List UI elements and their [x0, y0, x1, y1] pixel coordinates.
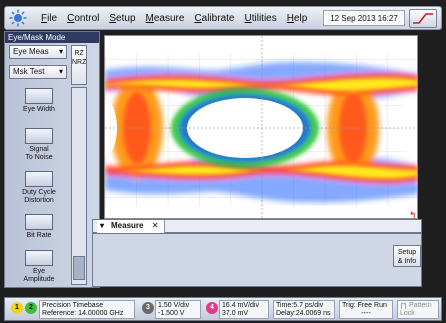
trigger-line-2: ---- — [361, 310, 371, 317]
eye-meas-label: Eye Meas — [13, 47, 49, 56]
channel-2-badge[interactable]: 2 — [25, 302, 37, 314]
mode-title: Eye/Mask Mode — [5, 32, 99, 43]
channel-4-badge[interactable]: 4 — [206, 302, 218, 314]
channel-3-line-1: 1.50 V/div — [158, 302, 190, 309]
setup-info-button[interactable]: Setup & Info — [393, 245, 421, 267]
scope-waveform-icon[interactable] — [409, 9, 437, 28]
duty-cycle-label-1: Duty Cycle — [22, 189, 56, 196]
bit-rate-icon — [25, 214, 53, 230]
trigger-box[interactable]: Trig: Free Run ---- — [339, 300, 393, 319]
duty-cycle-label-2: Distortion — [24, 197, 54, 204]
channel-3-scale-box[interactable]: 1.50 V/div -1.500 V — [155, 300, 201, 319]
timebase-box[interactable]: Precision Timebase Reference: 14.00000 G… — [39, 300, 135, 319]
menu-file[interactable]: File — [41, 12, 58, 24]
eye-diagram-plot: ↰ — [105, 36, 417, 219]
menu-calibrate[interactable]: Calibrate — [194, 12, 235, 24]
nrz-label: NRZ — [72, 59, 87, 66]
signal-to-noise-label-1: Signal — [29, 146, 49, 153]
setup-info-label-1: Setup — [397, 249, 417, 256]
eye-diagram-display[interactable]: ↰ — [104, 35, 418, 219]
dropdown-arrow-icon: ▾ — [58, 67, 63, 76]
menu-help[interactable]: Help — [286, 12, 308, 24]
measurement-scrollbar[interactable] — [71, 87, 87, 285]
close-icon[interactable]: ✕ — [151, 221, 159, 230]
menu-utilities[interactable]: Utilities — [244, 12, 277, 24]
menu-setup[interactable]: Setup — [109, 12, 136, 24]
channel-1-badge[interactable]: 1 — [11, 302, 23, 314]
rz-label: RZ — [74, 50, 84, 57]
eye-amplitude-label-1: Eye — [32, 268, 46, 275]
channel-4-line-2: 37.0 mV — [222, 310, 249, 317]
measure-tab-label: Measure — [111, 221, 144, 230]
duty-cycle-distortion-button[interactable]: Duty Cycle Distortion — [9, 171, 69, 211]
scrollbar-thumb[interactable] — [73, 256, 85, 280]
eye-amplitude-icon — [25, 250, 53, 266]
menu-measure[interactable]: Measure — [145, 12, 185, 24]
rz-nrz-toggle[interactable]: RZ NRZ — [71, 45, 87, 85]
app-logo-icon[interactable] — [5, 7, 31, 29]
eye-width-button[interactable]: Eye Width — [9, 88, 69, 128]
pattern-lock-icon: ⊓ — [400, 301, 408, 311]
measure-tab[interactable]: ▾ Measure ✕ — [97, 220, 166, 233]
pattern-lock-button[interactable]: ⊓ Pattern Lock — [397, 300, 439, 319]
channel-3-badge[interactable]: 3 — [142, 302, 154, 314]
dropdown-arrow-icon: ▾ — [58, 47, 63, 56]
msk-test-button[interactable]: Msk Test ▾ — [9, 65, 67, 79]
menu-bar: File Control Setup Measure Calibrate Uti… — [4, 6, 442, 30]
status-bar: 1 2 Precision Timebase Reference: 14.000… — [4, 297, 442, 321]
time-scale-box[interactable]: Time:5.7 ps/div Delay:24.0069 ns — [273, 300, 335, 319]
signal-to-noise-icon — [25, 128, 53, 144]
menu-control[interactable]: Control — [67, 12, 100, 24]
channel-4-scale-box[interactable]: 16.4 mV/div 37.0 mV — [219, 300, 269, 319]
time-line-2: Delay:24.0069 ns — [276, 310, 331, 317]
bit-rate-button[interactable]: Bit Rate — [9, 214, 69, 254]
eye-amplitude-button[interactable]: Eye Amplitude — [9, 250, 69, 290]
measure-results-area — [92, 233, 422, 287]
collapse-arrow-icon: ▾ — [100, 221, 105, 230]
trigger-line-1: Trig: Free Run — [342, 302, 387, 309]
time-line-1: Time:5.7 ps/div — [276, 302, 324, 309]
measure-toolbar: ▾ Measure ✕ — [92, 219, 422, 233]
channel-4-line-1: 16.4 mV/div — [222, 302, 259, 309]
datetime-display: 12 Sep 2013 16:27 — [323, 10, 405, 26]
setup-info-label-2: & Info — [397, 258, 417, 265]
signal-to-noise-label-2: To Noise — [25, 154, 53, 161]
pattern-lock-line-2: Lock — [400, 310, 415, 317]
eye-amplitude-label-2: Amplitude — [23, 276, 55, 283]
eye-mask-panel: Eye/Mask Mode Eye Meas ▾ Msk Test ▾ RZ N… — [4, 31, 100, 288]
msk-test-label: Msk Test — [13, 67, 45, 76]
eye-width-icon — [25, 88, 53, 104]
eye-meas-button[interactable]: Eye Meas ▾ — [9, 45, 67, 59]
channel-3-line-2: -1.500 V — [158, 310, 185, 317]
duty-cycle-icon — [25, 171, 53, 187]
bit-rate-label: Bit Rate — [26, 232, 52, 239]
timebase-line-1: Precision Timebase — [42, 302, 104, 309]
eye-width-label: Eye Width — [23, 106, 55, 113]
signal-to-noise-button[interactable]: Signal To Noise — [9, 128, 69, 168]
pattern-lock-line-1: Pattern — [409, 302, 432, 309]
svg-text:↰: ↰ — [409, 210, 417, 219]
timebase-line-2: Reference: 14.00000 GHz — [42, 310, 124, 317]
